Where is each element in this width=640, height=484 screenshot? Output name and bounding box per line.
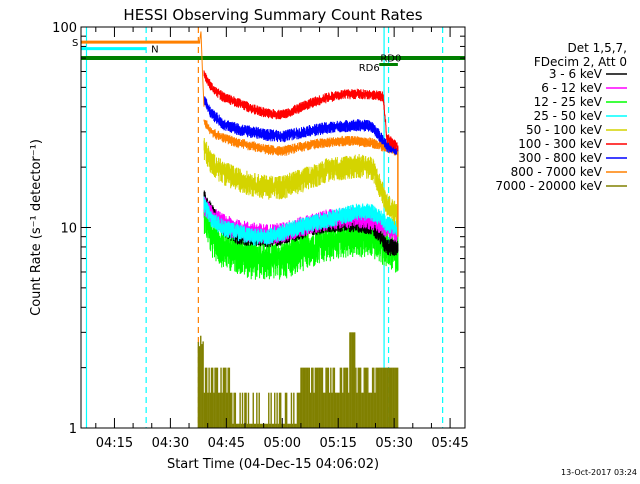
x-tick-label: 05:15	[319, 436, 356, 451]
marker-label-n: N	[151, 45, 158, 56]
marker-label-s: S	[72, 38, 78, 49]
marker-label-rd0: RD0	[380, 54, 401, 65]
series-line-7	[203, 119, 399, 157]
series-line-6	[203, 96, 399, 155]
series-line-4	[203, 137, 399, 227]
x-tick-label: 04:15	[96, 436, 133, 451]
x-axis-label: Start Time (04-Dec-15 04:06:02)	[167, 457, 379, 472]
plot-area	[81, 27, 465, 428]
y-tick-label: 100	[52, 21, 77, 36]
label-layer: 1 10 100 04:15 04:30 04:45 05:00 05:15 05:30 05:4…	[29, 6, 637, 477]
marker-label-rd6: RD6	[359, 63, 380, 74]
x-tick-label: 05:45	[431, 436, 468, 451]
legend-entry-label: 7000 - 20000 keV	[495, 179, 602, 193]
series-line-5	[203, 70, 399, 151]
series-line-3	[203, 196, 399, 246]
x-tick-label: 04:45	[208, 436, 245, 451]
legend-entry-label: 3 - 6 keV	[549, 67, 603, 81]
frame-layer	[80, 26, 466, 429]
chart-title: HESSI Observing Summary Count Rates	[123, 6, 422, 24]
legend-entry-label: 25 - 50 keV	[534, 109, 603, 123]
legend-entry-label: 100 - 300 keV	[518, 137, 602, 151]
y-tick-label: 1	[69, 422, 77, 437]
legend-entry-label: 800 - 7000 keV	[511, 165, 603, 179]
legend-entry-label: 6 - 12 keV	[541, 81, 603, 95]
legend-header-line: Det 1,5,7,	[568, 41, 628, 55]
legend-entry-label: 300 - 800 keV	[518, 151, 602, 165]
y-tick-label: 10	[60, 222, 77, 237]
legend-entry-label: 50 - 100 keV	[526, 123, 603, 137]
y-axis-label: Count Rate (s⁻¹ detector⁻¹)	[29, 139, 44, 316]
series-olive-group	[197, 332, 399, 428]
x-tick-label: 05:30	[375, 436, 412, 451]
series-spike	[198, 31, 205, 107]
date-stamp: 13-Oct-2017 03:24	[561, 468, 637, 477]
legend-header-line: FDecim 2, Att 0	[534, 55, 627, 69]
x-tick-label: 05:00	[264, 436, 301, 451]
legend-entry-label: 12 - 25 keV	[534, 95, 603, 109]
plot-layer	[81, 27, 465, 428]
x-tick-label: 04:30	[152, 436, 189, 451]
